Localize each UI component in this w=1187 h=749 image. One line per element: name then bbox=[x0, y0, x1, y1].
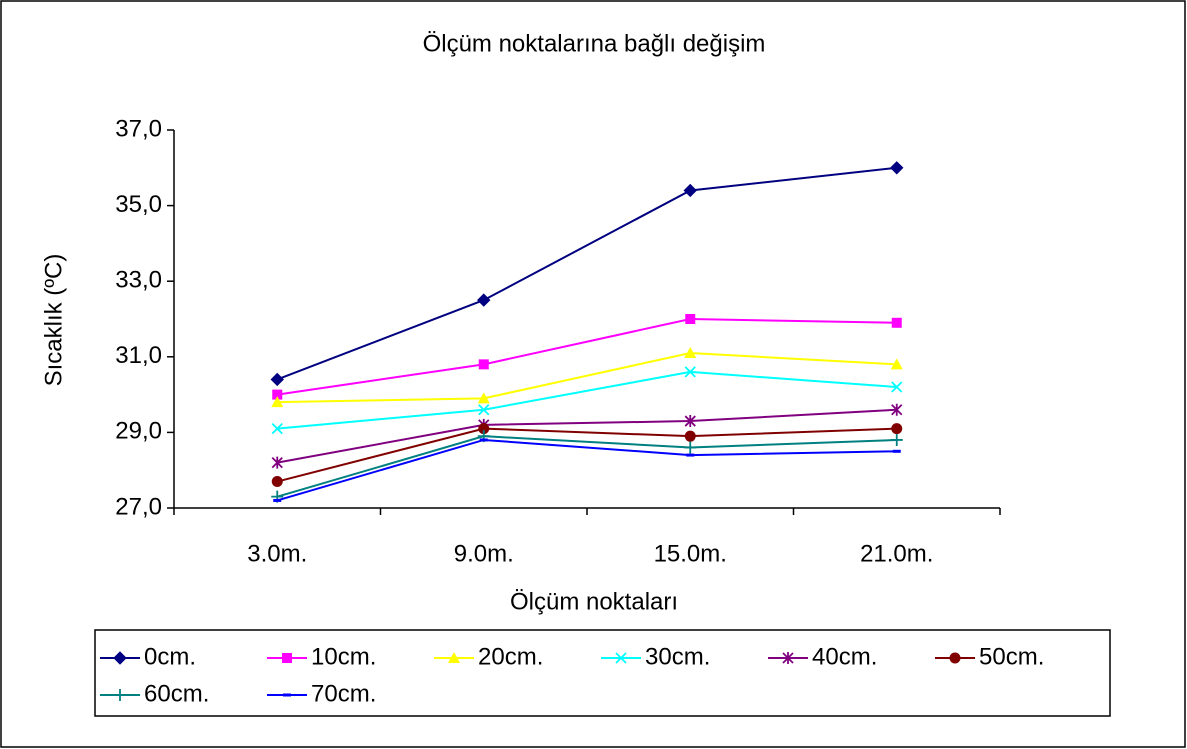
series-line bbox=[276, 435, 897, 498]
marker bbox=[685, 314, 696, 324]
marker bbox=[615, 652, 627, 664]
x-tick-label: 15.0m. bbox=[654, 540, 727, 567]
marker bbox=[891, 423, 903, 435]
y-tick-label: 37,0 bbox=[115, 115, 162, 142]
x-tick-label: 21.0m. bbox=[860, 540, 933, 567]
chart-title: Ölçüm noktalarına bağlı değişim bbox=[423, 30, 766, 57]
legend-box bbox=[94, 629, 1111, 717]
marker bbox=[684, 441, 697, 454]
y-axis-label: Sıcaklık (ºC) bbox=[40, 254, 67, 387]
marker bbox=[271, 422, 283, 435]
y-tick-label: 27,0 bbox=[115, 493, 162, 520]
marker bbox=[271, 396, 284, 408]
marker bbox=[270, 372, 284, 387]
marker bbox=[684, 347, 697, 359]
series-line bbox=[276, 438, 897, 502]
y-tick-label: 33,0 bbox=[115, 267, 162, 294]
marker bbox=[890, 433, 903, 446]
y-tick-label: 31,0 bbox=[115, 342, 162, 369]
legend-label: 0cm. bbox=[144, 643, 196, 670]
legend-marker bbox=[282, 653, 292, 663]
legend-marker bbox=[113, 651, 127, 665]
legend-marker bbox=[949, 652, 961, 664]
legend-label: 10cm. bbox=[311, 643, 376, 670]
marker bbox=[478, 404, 490, 416]
legend-marker bbox=[114, 689, 126, 701]
marker bbox=[891, 403, 903, 416]
marker bbox=[272, 389, 283, 400]
marker bbox=[114, 689, 126, 701]
marker bbox=[478, 423, 490, 435]
marker bbox=[890, 358, 903, 370]
marker bbox=[782, 652, 794, 664]
marker bbox=[891, 381, 903, 393]
legend-marker bbox=[615, 652, 627, 664]
marker bbox=[890, 161, 904, 175]
marker bbox=[477, 392, 490, 404]
y-tick-label: 29,0 bbox=[115, 418, 162, 445]
marker bbox=[282, 653, 292, 663]
series-line bbox=[277, 427, 897, 483]
legend-marker bbox=[448, 652, 460, 663]
marker bbox=[113, 651, 127, 665]
marker bbox=[684, 366, 696, 378]
legend-label: 60cm. bbox=[144, 680, 209, 707]
marker bbox=[683, 183, 697, 198]
marker bbox=[891, 317, 902, 328]
legend-label: 40cm. bbox=[812, 643, 877, 670]
marker bbox=[949, 652, 961, 664]
legend-label: 50cm. bbox=[979, 643, 1044, 670]
y-tick-label: 35,0 bbox=[115, 191, 162, 218]
marker bbox=[478, 359, 489, 370]
marker bbox=[448, 652, 460, 663]
legend-label: 30cm. bbox=[645, 643, 710, 670]
series-line bbox=[277, 370, 897, 430]
marker bbox=[271, 456, 283, 469]
legend-marker bbox=[782, 652, 794, 664]
x-tick-label: 3.0m. bbox=[247, 540, 307, 567]
marker bbox=[684, 415, 696, 428]
series-line bbox=[276, 166, 897, 381]
series-line bbox=[277, 317, 897, 396]
x-axis-label: Ölçüm noktaları bbox=[510, 588, 678, 615]
legend-label: 70cm. bbox=[311, 680, 376, 707]
marker bbox=[477, 293, 491, 307]
series-line bbox=[277, 408, 897, 464]
x-tick-label: 9.0m. bbox=[454, 540, 514, 567]
marker bbox=[684, 430, 696, 442]
legend-label: 20cm. bbox=[478, 643, 543, 670]
series-line bbox=[277, 352, 897, 404]
marker bbox=[271, 476, 283, 488]
